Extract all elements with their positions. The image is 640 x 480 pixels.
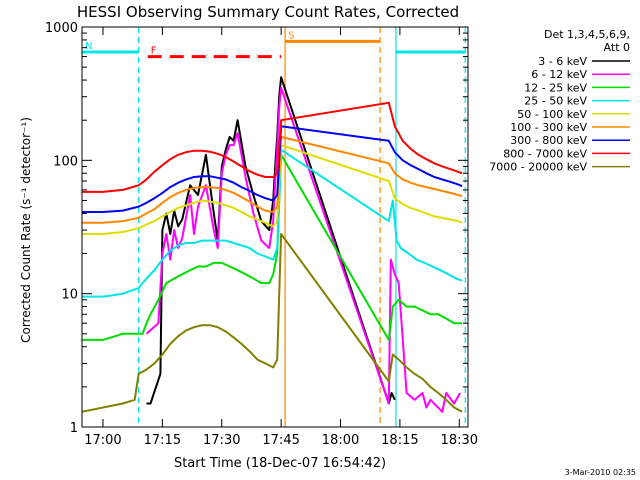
x-tick-label: 18:00 [322,433,359,448]
legend-header-det: Det 1,3,4,5,6,9, [544,28,630,41]
series-line-800-7000-kev [82,101,463,193]
overlay-label-n: N [85,41,92,52]
plot-frame [81,26,469,428]
series-line-300-800-kev [82,125,463,213]
footer-date: 3-Mar-2010 02:35 [565,468,636,477]
legend-label-300-800-kev: 300 - 800 keV [510,134,587,147]
x-tick-label: 18:15 [381,433,418,448]
legend-label-7000-20000-kev: 7000 - 20000 keV [489,161,587,174]
legend-header-att: Att 0 [604,41,630,54]
series-line-50-100-kev [82,144,463,235]
axes: 17:00 17:15 17:30 17:45 18:00 18:15 18:30 1 10 10… [45,21,478,448]
series-line-7000-20000-kev [81,233,463,413]
x-tick-label: 17:30 [203,433,240,448]
y-tick-label: 10 [61,288,78,303]
y-axis-label: Corrected Count Rate (s⁻¹ detector⁻¹) [19,117,33,343]
legend-label-6-12-kev: 6 - 12 keV [531,68,587,81]
y-tick-label: 1 [70,421,78,436]
x-tick-label: 17:00 [84,433,121,448]
x-tick-label: 17:15 [144,433,181,448]
x-tick-label: 17:45 [262,433,299,448]
series-line-12-25-kev [82,153,463,341]
y-tick-label: 100 [53,154,78,169]
x-axis-label: Start Time (18-Dec-07 16:54:42) [174,456,386,471]
series-line-100-300-kev [82,135,463,224]
x-tick-label: 18:30 [441,433,478,448]
plot-area: N F S [81,27,466,427]
series-line-25-50-kev [82,148,463,298]
legend-label-50-100-kev: 50 - 100 keV [517,108,587,121]
series-line-6-12-kev [145,86,461,413]
legend-label-3-6-kev: 3 - 6 keV [538,55,587,68]
overlay-label-f: F [151,46,157,57]
legend-label-800-7000-kev: 800 - 7000 keV [503,147,587,160]
y-tick-label: 1000 [45,21,78,36]
chart-title: HESSI Observing Summary Count Rates, Cor… [77,3,459,21]
legend-label-25-50-kev: 25 - 50 keV [524,95,587,108]
overlay-label-s: S [288,30,294,41]
legend-label-12-25-kev: 12 - 25 keV [524,81,587,94]
legend-label-100-300-kev: 100 - 300 keV [510,121,587,134]
